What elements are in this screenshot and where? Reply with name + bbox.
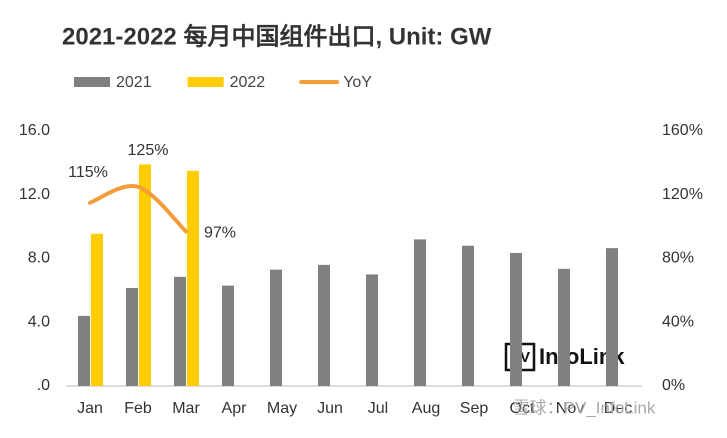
bar [222,285,234,386]
x-tick-label: Aug [412,400,440,417]
chart-title: 2021-2022 每月中国组件出口, Unit: GW [62,22,492,50]
bar [510,252,522,386]
bar [78,315,90,386]
y2-tick-label: 0% [662,377,685,394]
x-tick-label: Mar [172,400,200,417]
bar [318,264,330,386]
x-tick-label: Nov [556,400,584,417]
bar [414,239,426,386]
x-tick-label: Oct [510,400,535,417]
watermark: 雪球：PV_InfoLink [513,398,656,417]
x-tick-label: Sep [460,400,489,417]
y-tick-label: 4.0 [28,313,50,330]
bar [91,233,103,386]
line [88,183,188,234]
y-tick-label: .0 [37,377,50,394]
x-tick-label: Jun [317,400,343,417]
bar [139,164,151,386]
bar [462,245,474,386]
legend-label: YoY [343,74,372,91]
y-tick-label: 8.0 [28,250,50,267]
legend-swatch [74,77,110,87]
y2-tick-label: 80% [662,250,694,267]
x-tick-label: May [267,400,297,417]
y2-tick-label: 120% [662,186,703,203]
x-tick-label: Feb [124,400,152,417]
bar [366,274,378,386]
bar [270,269,282,386]
legend-label: 2022 [230,74,266,91]
data-label: 125% [128,142,169,159]
x-tick-label: Apr [222,400,248,417]
y2-tick-label: 160% [662,122,703,139]
bar [606,248,618,386]
x-tick-label: Dec [604,400,632,417]
y-tick-label: 12.0 [19,186,50,203]
bar [187,170,199,386]
legend-label: 2021 [116,74,152,91]
x-tick-label: Jan [77,400,103,417]
y2-tick-label: 40% [662,313,694,330]
x-tick-label: Jul [368,400,388,417]
bar [558,268,570,386]
data-label: 115% [68,164,108,181]
data-label: 97% [204,225,236,242]
legend-swatch [187,77,224,87]
y-tick-label: 16.0 [19,122,50,139]
bar [174,276,186,386]
bar [126,287,138,386]
